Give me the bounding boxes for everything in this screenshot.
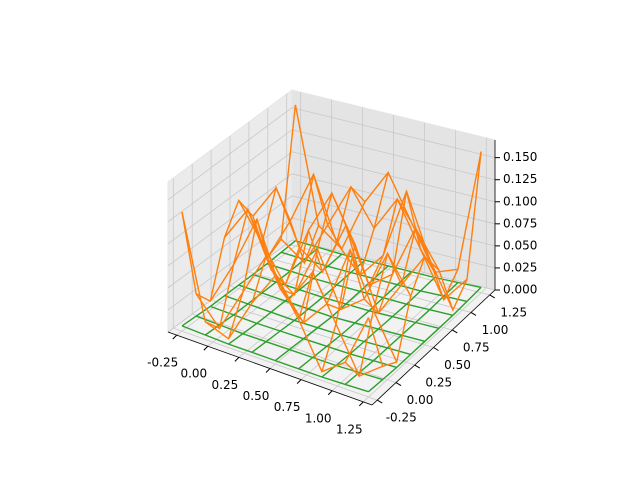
grid-line — [167, 151, 293, 245]
grid-line — [291, 107, 496, 159]
wire-column — [251, 259, 366, 353]
axis-line — [371, 289, 496, 406]
y-tick-label: 1.25 — [500, 305, 527, 319]
x-tick-label: -0.25 — [147, 356, 178, 370]
grid-line — [291, 217, 496, 269]
grid-line — [173, 327, 378, 401]
y-tick — [414, 364, 421, 369]
z-tick-label: 0.125 — [503, 172, 537, 186]
wire-column — [181, 240, 296, 327]
y-tick-label: -0.25 — [386, 411, 417, 425]
wire-column — [321, 276, 436, 378]
y-tick-label: 0.25 — [425, 376, 452, 390]
wire-column — [368, 286, 482, 393]
x-tick — [172, 334, 178, 340]
grid-line — [286, 243, 490, 296]
y-tick-label: 0.00 — [407, 393, 434, 407]
z-tick-label: 0.025 — [503, 260, 537, 274]
z-tick-label: 0.075 — [503, 216, 537, 230]
y-tick — [433, 347, 439, 351]
grid-line — [167, 195, 293, 289]
y-tick-label: 0.75 — [463, 340, 490, 354]
x-tick — [327, 390, 333, 396]
z-tick-label: 0.050 — [503, 238, 537, 252]
x-tick-label: 0.50 — [243, 389, 270, 403]
x-tick — [358, 401, 364, 407]
wire-column — [274, 265, 389, 362]
wire-column — [251, 185, 366, 304]
z-tick-label: 0.100 — [503, 194, 537, 208]
wire-column — [205, 185, 320, 330]
y-tick-label: 0.50 — [444, 358, 471, 372]
grid-line — [167, 217, 293, 311]
axis-line — [167, 331, 373, 406]
grid-line — [291, 195, 496, 247]
x-tick-label: 0.00 — [180, 367, 207, 381]
wire-column — [367, 151, 482, 368]
z-tick-label: 0.000 — [503, 283, 537, 297]
y-tick-label: 1.00 — [482, 323, 509, 337]
x-tick-label: 1.00 — [305, 411, 332, 425]
x-tick — [203, 345, 209, 351]
grid-line — [291, 151, 496, 203]
z-tick-label: 0.150 — [503, 150, 537, 164]
y-tick — [395, 382, 402, 386]
x-tick — [296, 379, 302, 384]
wire-column — [344, 281, 459, 385]
wire-column — [298, 271, 412, 370]
grid-line — [291, 173, 496, 225]
x-tick-label: 1.25 — [336, 422, 363, 436]
wire-column — [274, 172, 389, 325]
y-tick — [489, 294, 496, 299]
x-tick-label: 0.75 — [274, 400, 301, 414]
y-tick — [451, 329, 458, 334]
wire-column — [181, 104, 297, 303]
grid-line — [167, 107, 293, 200]
x-tick-label: 0.25 — [212, 378, 239, 392]
grid-line — [167, 129, 293, 223]
y-tick — [376, 399, 383, 404]
x-tick — [234, 357, 240, 362]
grid-line — [291, 129, 496, 181]
y-tick — [470, 312, 477, 316]
grid-line — [192, 313, 397, 383]
wire-column — [344, 225, 459, 378]
x-tick — [265, 368, 271, 373]
wire-column — [227, 174, 343, 340]
grid-line — [167, 239, 293, 333]
wire-column — [297, 197, 412, 320]
